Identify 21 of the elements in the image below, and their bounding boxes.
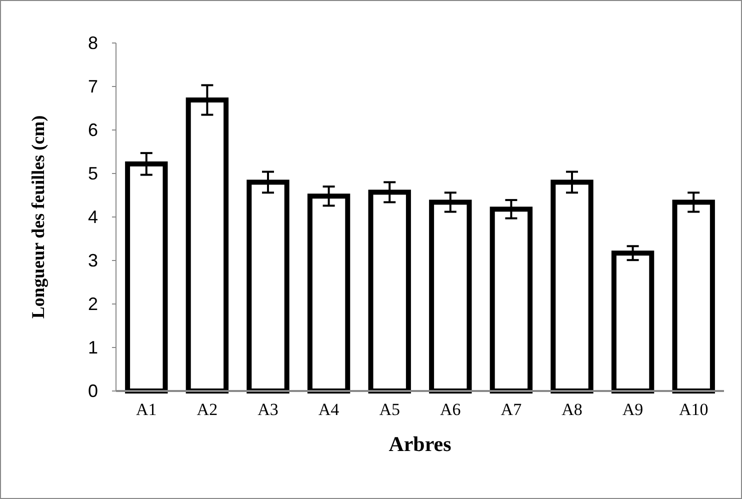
x-tick-label: A5: [379, 400, 400, 419]
y-tick-label: 8: [88, 33, 98, 53]
x-tick-label: A8: [562, 400, 582, 419]
y-tick-label: 1: [88, 338, 98, 358]
y-tick-label: 4: [88, 207, 98, 227]
y-axis-title: Longueur des feuilles (cm): [28, 115, 48, 319]
x-tick-label: A9: [622, 400, 644, 419]
y-tick-label: 7: [88, 76, 98, 96]
y-tick-label: 3: [88, 250, 98, 270]
y-tick-label: 0: [88, 381, 98, 401]
y-tick-label: 2: [88, 294, 98, 314]
x-tick-label: A10: [678, 400, 708, 419]
x-axis-title: Arbres: [388, 432, 452, 456]
y-tick-label: 5: [88, 164, 98, 184]
y-tick-label: 6: [88, 120, 98, 140]
x-tick-label: A7: [500, 400, 522, 419]
x-tick-label: A2: [196, 400, 218, 419]
x-tick-label: A1: [136, 400, 157, 419]
x-tick-label: A3: [258, 400, 278, 419]
x-tick-label: A6: [440, 400, 461, 419]
x-tick-label: A4: [318, 400, 340, 419]
